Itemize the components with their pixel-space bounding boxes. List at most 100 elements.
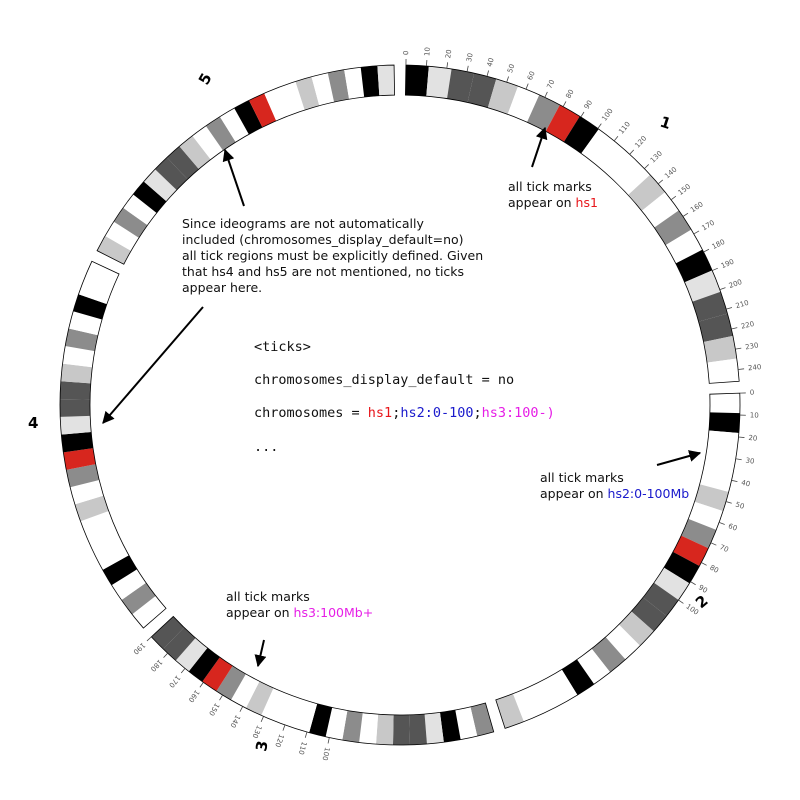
- ideogram-band: [66, 464, 100, 488]
- ideogram-band: [73, 294, 107, 320]
- code-hs2: hs2:0-100: [400, 405, 474, 421]
- note-line: that hs4 and hs5 are not mentioned, no t…: [182, 264, 465, 279]
- tick-mark: [731, 479, 738, 483]
- arrow-to-hs1: [531, 126, 548, 168]
- code-hs1: hs1: [367, 405, 393, 421]
- tick-mark: [719, 287, 726, 291]
- ideogram-band: [230, 673, 260, 709]
- ideogram-band: [581, 129, 617, 167]
- highlight-hs2: hs2:0-100Mb: [607, 486, 690, 501]
- chromosome-label-3: 3: [252, 739, 272, 752]
- code-hs3: hs3:100-): [481, 405, 555, 421]
- ideogram-band: [405, 65, 429, 97]
- tick-label: 40: [740, 479, 750, 489]
- ideogram-band: [102, 555, 138, 586]
- tick-label: 180: [149, 658, 164, 673]
- ideogram-band: [591, 637, 626, 673]
- ideogram-band: [245, 681, 274, 716]
- ideogram-band: [694, 484, 729, 512]
- note-line: all tick marks: [508, 179, 592, 194]
- tick-label: 80: [708, 564, 720, 575]
- ideogram-band: [234, 100, 263, 135]
- tick-label: 60: [727, 522, 738, 533]
- ideogram-band: [216, 665, 246, 700]
- tick-label: 170: [167, 674, 182, 689]
- ideogram-band: [703, 448, 737, 473]
- tick-mark: [718, 522, 725, 525]
- tick-mark: [613, 136, 619, 142]
- ideogram-band: [60, 363, 93, 384]
- ideogram-band: [529, 678, 561, 714]
- ideogram-band: [121, 582, 156, 615]
- note-hs1: all tick marks appear on hs1: [508, 179, 598, 211]
- tick-mark: [738, 436, 745, 438]
- tick-label: 190: [720, 258, 735, 271]
- ideogram-band: [703, 335, 737, 363]
- ideogram-band: [166, 146, 199, 180]
- ideogram-band: [68, 311, 103, 336]
- ideogram-band: [360, 65, 380, 98]
- tick-mark: [644, 164, 649, 169]
- ideogram-band: [61, 432, 94, 453]
- ideogram-band: [439, 710, 461, 743]
- ideogram-band: [325, 707, 348, 741]
- tick-label: 110: [297, 741, 308, 756]
- ideogram-band: [526, 94, 560, 132]
- ideogram-band: [684, 270, 721, 302]
- tick-label: 150: [207, 702, 221, 718]
- ideogram-band: [59, 399, 91, 417]
- ideogram-band: [249, 93, 277, 128]
- chromosome-label-4: 4: [28, 414, 38, 432]
- ideogram-band: [673, 535, 709, 567]
- tick-mark: [239, 706, 244, 712]
- note-line: appear here.: [182, 280, 263, 295]
- ideogram-band: [65, 328, 98, 352]
- tick-mark: [544, 91, 548, 98]
- ideogram-band: [495, 693, 524, 729]
- tick-label: 130: [649, 150, 664, 165]
- ideogram-band: [706, 430, 739, 453]
- tick-label: 70: [545, 79, 556, 90]
- tick-label: 100: [600, 107, 614, 123]
- ideogram-band: [205, 116, 236, 151]
- ideogram-band: [376, 714, 394, 745]
- note-line: all tick marks: [226, 589, 310, 604]
- ideogram-band: [60, 381, 91, 400]
- tick-label: 30: [465, 52, 475, 62]
- tick-mark: [146, 636, 152, 642]
- ideogram-band: [426, 66, 452, 99]
- tick-mark: [446, 62, 449, 69]
- ideogram-band: [113, 207, 148, 238]
- ideogram-band: [605, 624, 641, 660]
- tick-label: 80: [564, 88, 575, 100]
- ideogram-band: [276, 693, 303, 728]
- ideogram-band: [470, 702, 494, 737]
- tick-mark: [486, 70, 489, 77]
- ideogram-band: [132, 595, 167, 629]
- ideogram-band: [62, 345, 95, 368]
- note-line: appear on hs2:0-100Mb: [540, 486, 689, 502]
- tick-label: 50: [734, 501, 745, 511]
- ideogram-band: [344, 67, 365, 100]
- tick-mark: [180, 668, 186, 674]
- tick-mark: [525, 83, 529, 90]
- tick-label: 10: [423, 47, 432, 57]
- tick-label: 10: [750, 411, 759, 419]
- tick-label: 180: [711, 238, 727, 251]
- code-separator: ;: [473, 405, 482, 421]
- tick-label: 60: [526, 70, 537, 81]
- ideogram-band: [618, 611, 654, 646]
- ideogram-band: [455, 706, 478, 740]
- ideogram-band: [487, 78, 519, 115]
- tick-label: 150: [677, 182, 692, 196]
- tick-label: 90: [583, 99, 595, 111]
- ideogram-band: [309, 703, 333, 737]
- highlight-hs1: hs1: [575, 195, 598, 210]
- ideogram-band: [279, 81, 305, 116]
- chromosome-label-1: 1: [658, 113, 673, 133]
- ideogram-band: [447, 68, 475, 103]
- ideogram-band: [377, 65, 395, 96]
- tick-mark: [580, 111, 585, 118]
- ideogram-bands: [59, 64, 741, 746]
- tick-mark: [678, 599, 684, 604]
